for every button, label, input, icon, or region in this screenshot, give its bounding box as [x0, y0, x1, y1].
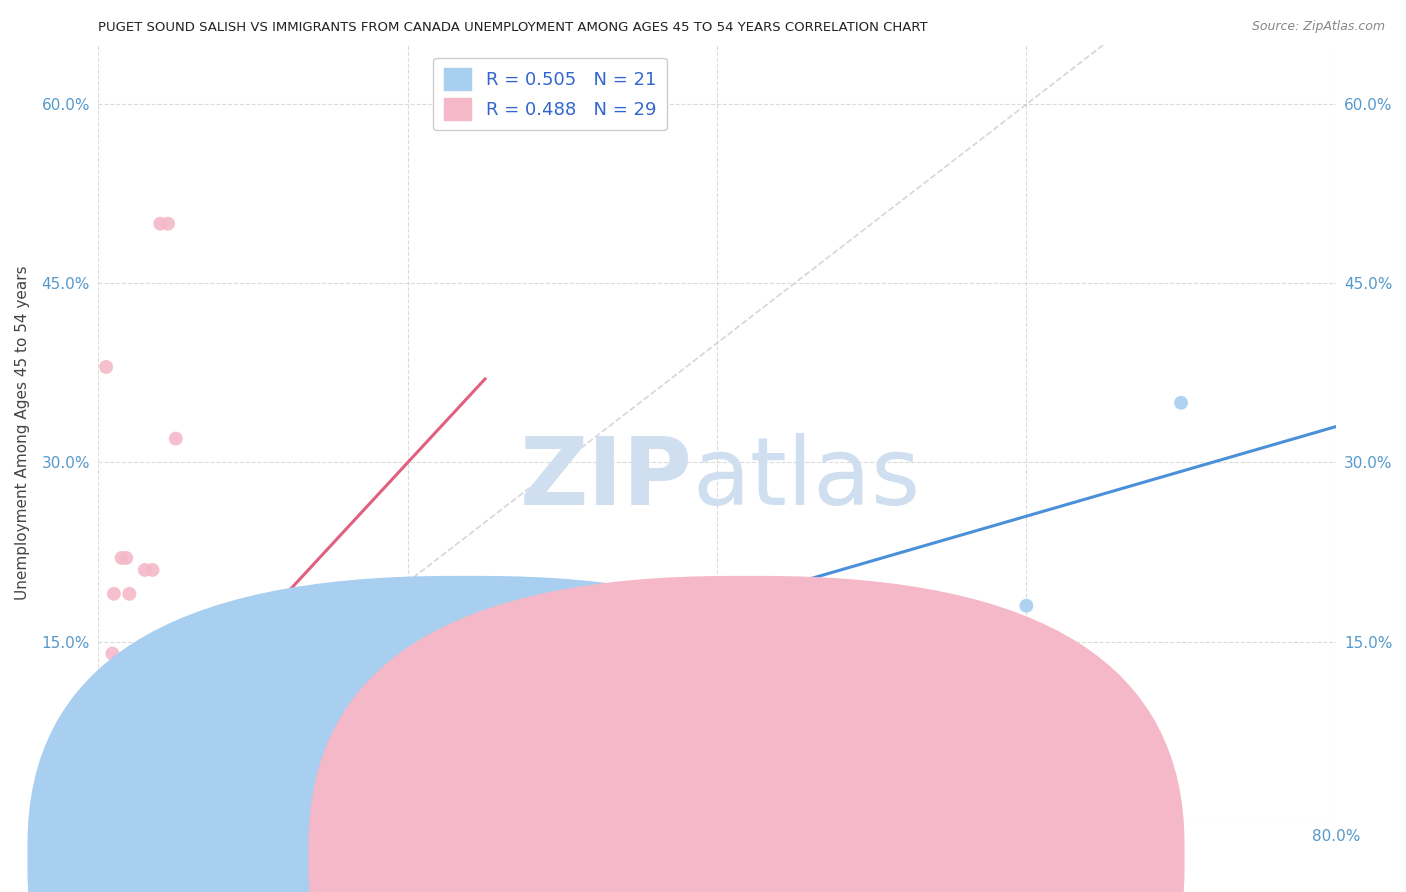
Text: Puget Sound Salish: Puget Sound Salish	[492, 857, 640, 871]
Point	[97, 807, 120, 822]
Point	[118, 587, 141, 601]
Point	[134, 807, 156, 822]
Point	[219, 807, 242, 822]
Point	[121, 718, 143, 732]
Point	[146, 718, 169, 732]
Point	[121, 730, 143, 744]
Text: Immigrants from Canada: Immigrants from Canada	[773, 857, 965, 871]
Y-axis label: Unemployment Among Ages 45 to 54 years: Unemployment Among Ages 45 to 54 years	[15, 265, 31, 600]
Point	[141, 807, 165, 822]
Point	[115, 730, 138, 744]
Point	[100, 670, 122, 684]
Point	[96, 807, 118, 822]
Point	[136, 807, 159, 822]
Point	[103, 807, 125, 822]
Point	[111, 807, 132, 822]
Point	[101, 647, 124, 661]
Point	[131, 807, 153, 822]
Point	[165, 432, 187, 446]
Point	[103, 587, 125, 601]
Point	[136, 718, 159, 732]
Point	[115, 807, 138, 822]
Point	[112, 807, 135, 822]
Point	[127, 647, 149, 661]
Point	[100, 807, 122, 822]
Point	[1170, 396, 1192, 410]
Point	[118, 730, 141, 744]
Point	[149, 807, 172, 822]
Point	[157, 217, 180, 231]
Point	[134, 563, 156, 577]
Point	[100, 807, 122, 822]
Legend: R = 0.505   N = 21, R = 0.488   N = 29: R = 0.505 N = 21, R = 0.488 N = 29	[433, 57, 666, 130]
Text: Source: ZipAtlas.com: Source: ZipAtlas.com	[1251, 20, 1385, 33]
Point	[105, 718, 128, 732]
Point	[111, 551, 132, 566]
Point	[165, 694, 187, 708]
Text: atlas: atlas	[692, 434, 921, 525]
Text: ZIP: ZIP	[519, 434, 692, 525]
Point	[1015, 599, 1038, 613]
Point	[96, 359, 118, 374]
Point	[108, 807, 131, 822]
Point	[172, 670, 194, 684]
Point	[149, 217, 172, 231]
Point	[105, 804, 128, 818]
Point	[474, 694, 496, 708]
Point	[146, 807, 169, 822]
Point	[115, 551, 138, 566]
Point	[105, 807, 128, 822]
Point	[195, 694, 218, 708]
Point	[127, 718, 149, 732]
Point	[121, 807, 143, 822]
Point	[141, 563, 165, 577]
Point	[172, 807, 194, 822]
Point	[87, 807, 110, 822]
Point	[111, 807, 132, 822]
Point	[91, 807, 114, 822]
Text: PUGET SOUND SALISH VS IMMIGRANTS FROM CANADA UNEMPLOYMENT AMONG AGES 45 TO 54 YE: PUGET SOUND SALISH VS IMMIGRANTS FROM CA…	[98, 21, 928, 34]
